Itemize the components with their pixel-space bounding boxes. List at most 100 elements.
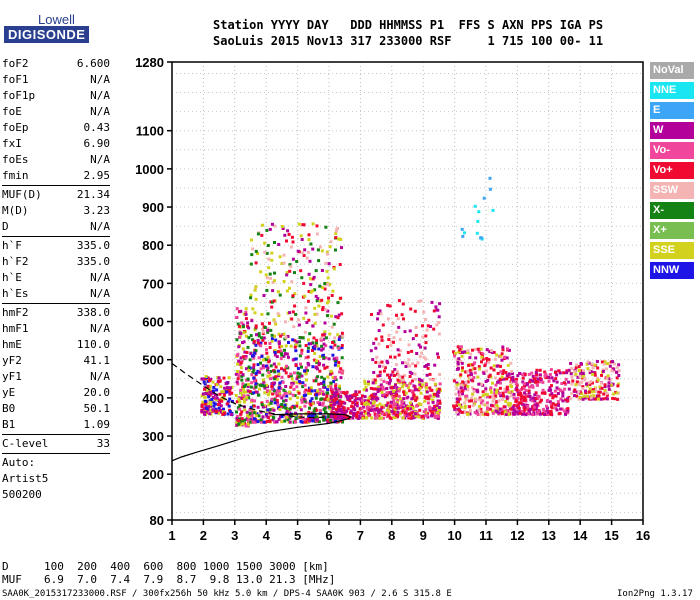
echo-point: [600, 373, 603, 377]
echo-point: [380, 416, 383, 420]
echo-point: [425, 382, 428, 386]
echo-point: [309, 290, 313, 294]
echo-point: [313, 344, 317, 348]
echo-point: [525, 382, 529, 386]
echo-point: [384, 411, 388, 415]
echo-point: [313, 347, 317, 351]
echo-point: [320, 269, 324, 272]
echo-point: [581, 372, 585, 375]
echo-point: [523, 407, 527, 411]
echo-point: [549, 388, 553, 392]
echo-point: [411, 406, 415, 410]
echo-point: [340, 408, 344, 411]
legend-item-noval: NoVal: [650, 62, 694, 79]
echo-point: [403, 361, 407, 365]
echo-point: [236, 382, 240, 386]
echo-point: [376, 312, 380, 316]
echo-point: [282, 280, 286, 283]
echo-point: [301, 416, 305, 420]
echo-point: [275, 420, 279, 424]
echo-point: [599, 381, 603, 385]
echo-point: [270, 387, 274, 391]
legend-item-nnw: NNW: [650, 262, 694, 279]
param-separator: [2, 453, 110, 454]
echo-point: [263, 241, 267, 245]
echo-point: [505, 385, 509, 389]
echo-point: [583, 396, 587, 400]
echo-point: [246, 424, 250, 428]
echo-point: [464, 370, 468, 374]
echo-point: [455, 383, 459, 387]
echo-point: [208, 379, 212, 383]
echo-point: [332, 267, 336, 271]
echo-point: [250, 398, 254, 402]
param-row: foE N/A: [2, 104, 110, 120]
echo-point: [339, 404, 343, 408]
echo-point: [380, 335, 384, 339]
echo-point: [253, 311, 257, 315]
echo-point: [313, 413, 317, 417]
echo-point: [246, 389, 250, 393]
echo-point: [307, 290, 311, 293]
echo-point: [299, 234, 303, 238]
echo-point: [379, 378, 383, 382]
echo-point: [255, 412, 259, 416]
echo-point: [277, 340, 281, 344]
echo-point: [266, 408, 270, 412]
echo-point: [275, 399, 279, 402]
echo-point: [388, 416, 392, 420]
echo-point: [327, 384, 331, 388]
echo-point: [251, 371, 255, 374]
legend-item-sse: SSE: [650, 242, 694, 259]
echo-point: [400, 400, 404, 404]
echo-point: [459, 360, 463, 363]
echo-point: [519, 388, 523, 392]
y-tick-label: 600: [142, 315, 164, 330]
echo-point: [249, 262, 253, 266]
echo-point: [591, 388, 595, 392]
echo-point: [460, 354, 464, 358]
echo-point: [480, 360, 483, 364]
legend-item-ssw: SSW: [650, 182, 694, 199]
echo-point: [332, 391, 336, 395]
echo-point: [466, 388, 470, 392]
echo-point: [283, 348, 286, 352]
echo-point: [531, 396, 535, 400]
echo-point: [314, 389, 318, 393]
echo-point: [240, 410, 244, 414]
echo-point: [273, 377, 277, 381]
echo-point: [436, 414, 440, 418]
param-row: foF2 6.600: [2, 56, 110, 72]
echo-point: [369, 386, 373, 390]
echo-point: [329, 381, 333, 385]
echo-point: [322, 337, 326, 341]
echo-point: [340, 331, 344, 335]
echo-point: [265, 251, 269, 255]
echo-point: [211, 391, 215, 395]
echo-point: [501, 348, 505, 352]
echo-point: [291, 310, 295, 314]
echo-point: [488, 187, 492, 191]
echo-point: [239, 423, 242, 427]
echo-point: [401, 375, 405, 379]
echo-point: [608, 378, 612, 382]
echo-point: [217, 376, 221, 380]
echo-point: [521, 373, 525, 377]
echo-point: [549, 368, 553, 372]
echo-point: [267, 266, 271, 270]
echo-point: [288, 420, 292, 424]
echo-point: [489, 386, 493, 390]
echo-point: [392, 336, 396, 340]
echo-point: [263, 391, 267, 395]
echo-point: [274, 365, 278, 369]
echo-point: [242, 388, 246, 391]
echo-point: [396, 348, 400, 352]
echo-point: [211, 380, 215, 384]
echo-point: [437, 387, 441, 391]
echo-point: [593, 373, 597, 377]
echo-point: [372, 409, 376, 413]
param-label: yE: [2, 386, 16, 399]
echo-point: [575, 394, 579, 398]
echo-point: [547, 379, 551, 383]
echo-point: [424, 341, 428, 345]
